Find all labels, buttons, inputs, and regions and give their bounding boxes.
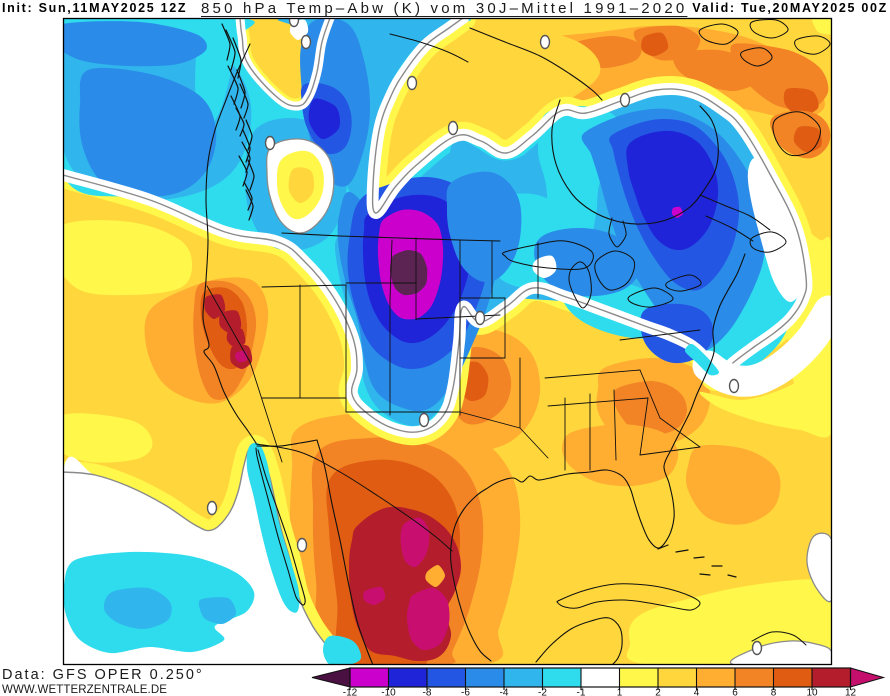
svg-text:8: 8	[771, 688, 777, 696]
svg-text:-4: -4	[500, 688, 509, 696]
svg-text:2: 2	[655, 688, 661, 696]
svg-text:12: 12	[845, 688, 857, 696]
svg-text:-2: -2	[538, 688, 547, 696]
svg-text:-10: -10	[381, 688, 396, 696]
svg-text:10: 10	[806, 688, 818, 696]
svg-text:1: 1	[617, 688, 623, 696]
svg-text:-6: -6	[461, 688, 470, 696]
svg-text:-1: -1	[577, 688, 586, 696]
svg-text:-8: -8	[423, 688, 432, 696]
svg-text:4: 4	[694, 688, 700, 696]
svg-text:-12: -12	[343, 688, 358, 696]
svg-text:6: 6	[732, 688, 738, 696]
